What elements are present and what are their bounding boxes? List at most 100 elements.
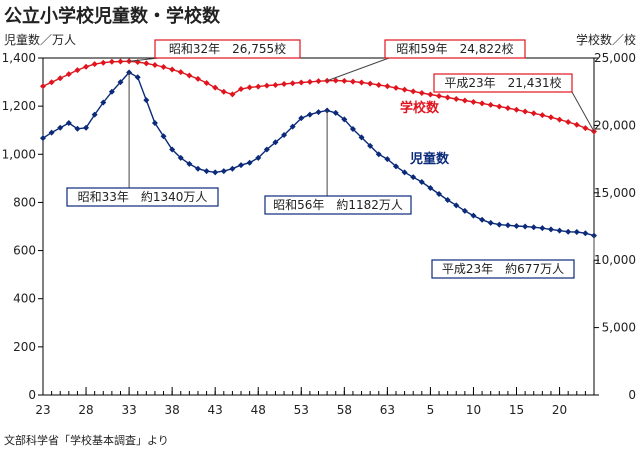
left-tick-label: 1,400 <box>2 51 36 65</box>
annotation-box <box>433 73 573 93</box>
data-point-children <box>496 221 503 228</box>
data-point-children <box>40 135 46 142</box>
x-tick-label: 63 <box>380 403 395 417</box>
data-point-children <box>65 119 72 126</box>
left-tick-label: 1,200 <box>2 99 36 113</box>
data-point-children <box>143 97 150 104</box>
data-point-children <box>522 223 529 230</box>
data-point-school <box>418 90 425 97</box>
series-label-school: 学校数 <box>400 100 440 116</box>
data-point-school <box>349 78 356 85</box>
data-point-children <box>547 226 554 233</box>
data-point-children <box>367 142 374 149</box>
x-tick-label: 15 <box>509 403 524 417</box>
data-point-children <box>556 227 563 234</box>
data-point-school <box>522 108 529 115</box>
data-point-school <box>48 79 55 86</box>
data-point-school <box>573 121 580 128</box>
data-point-children <box>470 212 477 219</box>
data-point-school <box>504 105 511 112</box>
data-point-children <box>358 134 365 141</box>
data-point-school <box>444 94 451 101</box>
data-point-school <box>117 58 124 65</box>
data-point-children <box>461 207 468 214</box>
data-point-school <box>298 79 305 86</box>
data-point-children <box>255 154 262 161</box>
data-point-school <box>91 61 98 68</box>
data-point-school <box>513 106 520 113</box>
annotation-box <box>154 39 301 59</box>
data-point-children <box>444 197 451 204</box>
left-axis-ticks: 0 200 400 600 800 1,000 1,200 1,400 <box>2 51 43 402</box>
data-point-children <box>177 154 184 161</box>
right-tick-label: 25,000 <box>594 51 636 65</box>
left-tick-label: 1,000 <box>2 147 36 161</box>
x-tick-label: 33 <box>121 403 136 417</box>
left-tick-label: 600 <box>13 244 36 258</box>
data-point-school <box>281 81 288 88</box>
annotation-box <box>431 259 575 279</box>
data-point-children <box>74 125 81 132</box>
x-tick-label: 23 <box>35 403 50 417</box>
data-point-children <box>272 139 279 146</box>
right-tick-label: 5,000 <box>602 321 636 335</box>
data-point-school <box>263 82 270 89</box>
data-point-school <box>143 60 150 67</box>
x-tick-label: 43 <box>208 403 223 417</box>
right-axis-label: 学校数／校 <box>576 32 636 47</box>
data-point-school <box>177 69 184 76</box>
annotation-leader <box>571 91 595 132</box>
data-point-school <box>151 62 158 69</box>
data-point-children <box>539 225 546 232</box>
annotation-leader <box>326 57 390 82</box>
annotation-text: 昭和33年 約1340万人 <box>78 189 208 204</box>
data-point-children <box>375 151 382 158</box>
data-point-school <box>358 79 365 86</box>
data-point-school <box>65 71 72 78</box>
data-point-school <box>186 72 193 79</box>
data-point-children <box>186 160 193 167</box>
annotation-box <box>384 39 526 59</box>
data-point-school <box>57 75 64 82</box>
x-axis-ticks: 23 28 33 38 43 48 53 58 63 5 10 15 20 <box>35 387 595 417</box>
right-tick-label: 10,000 <box>594 253 636 267</box>
annotation-text: 昭和59年 24,822校 <box>396 41 513 56</box>
data-point-children <box>453 202 460 209</box>
data-point-school <box>453 95 460 102</box>
data-point-children <box>194 165 201 172</box>
data-point-children <box>341 116 348 123</box>
data-point-children <box>246 159 253 166</box>
data-point-children <box>263 146 270 153</box>
data-point-school <box>74 67 81 74</box>
data-point-school <box>496 103 503 110</box>
data-point-school <box>341 77 348 84</box>
data-point-school <box>582 125 589 132</box>
data-point-school <box>392 84 399 91</box>
data-point-school <box>539 112 546 119</box>
data-point-school <box>220 88 227 95</box>
chart-title: 公立小学校児童数・学校数 <box>4 6 220 27</box>
data-point-children <box>57 124 64 131</box>
data-point-school <box>108 58 115 65</box>
source-note: 文部科学省「学校基本調査」より <box>4 434 169 447</box>
data-point-school <box>83 63 90 70</box>
data-point-children <box>91 111 98 118</box>
data-point-children <box>134 74 141 81</box>
data-point-children <box>487 219 494 226</box>
data-point-school <box>203 79 210 86</box>
data-point-children <box>392 163 399 170</box>
left-tick-label: 0 <box>28 388 36 402</box>
data-point-school <box>565 119 572 126</box>
data-point-school <box>100 59 107 66</box>
data-point-children <box>281 132 288 139</box>
data-point-children <box>289 123 296 130</box>
x-tick-label: 48 <box>251 403 266 417</box>
data-point-children <box>212 169 219 176</box>
data-point-school <box>272 81 279 88</box>
data-point-children <box>349 126 356 133</box>
data-point-children <box>220 168 227 175</box>
data-point-school <box>160 64 167 71</box>
left-tick-label: 400 <box>13 292 36 306</box>
